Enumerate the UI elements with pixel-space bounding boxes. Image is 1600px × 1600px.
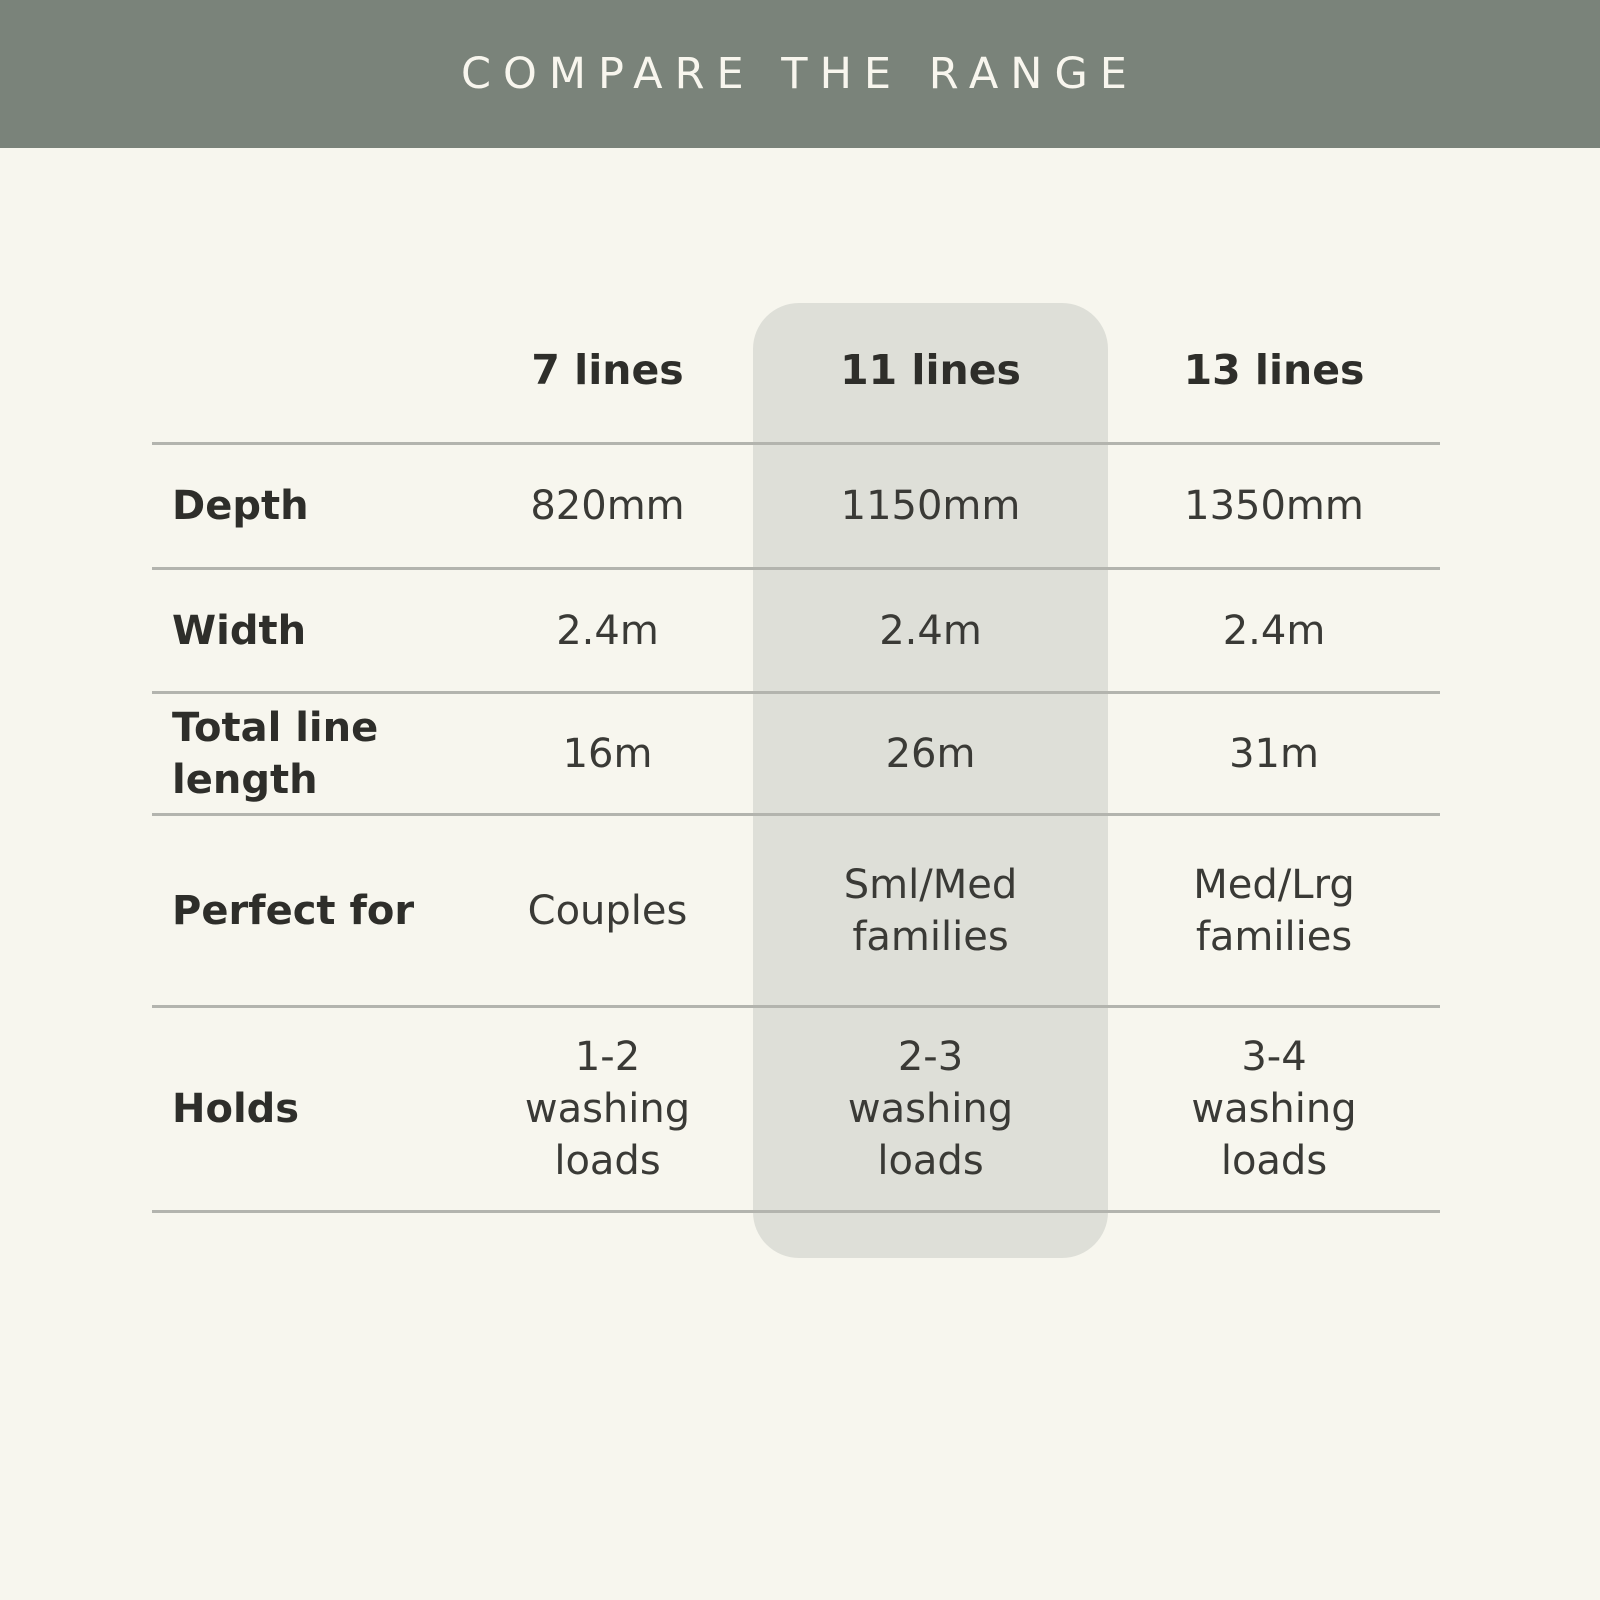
cell-holds-11-lines: 2-3 washing loads	[847, 1034, 1014, 1184]
table-row-depth: Depth 820mm 1150mm 1350mm	[152, 445, 1440, 570]
cell-perfect-for-11-lines: Sml/Med families	[843, 861, 1018, 960]
row-label-total-line-length: Total line length	[172, 704, 379, 803]
row-label-width: Width	[172, 607, 307, 654]
cell-width-11-lines: 2.4m	[879, 607, 982, 654]
cell-holds-13-lines: 3-4 washing loads	[1191, 1034, 1357, 1184]
cell-holds-7-lines: 1-2 washing loads	[524, 1034, 691, 1184]
row-label-holds: Holds	[172, 1086, 300, 1132]
corner-cell	[152, 300, 462, 442]
cell-depth-7-lines: 820mm	[530, 483, 685, 529]
row-label-depth: Depth	[172, 483, 309, 529]
cell-depth-11-lines: 1150mm	[840, 483, 1021, 529]
cell-perfect-for-13-lines: Med/Lrg families	[1193, 861, 1355, 960]
cell-total-line-length-11-lines: 26m	[885, 730, 976, 777]
column-header-11-lines: 11 lines	[840, 346, 1021, 395]
highlighted-column-background	[753, 303, 1108, 1258]
cell-total-line-length-13-lines: 31m	[1229, 730, 1319, 777]
table-header-row: 7 lines 11 lines 13 lines	[152, 300, 1440, 445]
banner-title: COMPARE THE RANGE	[461, 49, 1139, 99]
banner: COMPARE THE RANGE	[0, 0, 1600, 148]
comparison-table: 7 lines 11 lines 13 lines Depth 820mm 11…	[152, 300, 1440, 1258]
table-row-perfect-for: Perfect for Couples Sml/Med families Med…	[152, 816, 1440, 1008]
table-grid: 7 lines 11 lines 13 lines Depth 820mm 11…	[152, 300, 1440, 1213]
table-row-width: Width 2.4m 2.4m 2.4m	[152, 570, 1440, 694]
column-header-13-lines: 13 lines	[1183, 346, 1365, 395]
row-label-perfect-for: Perfect for	[172, 887, 415, 934]
table-row-holds: Holds 1-2 washing loads 2-3 washing load…	[152, 1008, 1440, 1213]
cell-width-7-lines: 2.4m	[556, 607, 659, 654]
cell-depth-13-lines: 1350mm	[1184, 483, 1364, 529]
column-header-7-lines: 7 lines	[531, 346, 684, 395]
table-row-total-line-length: Total line length 16m 26m 31m	[152, 694, 1440, 816]
cell-width-13-lines: 2.4m	[1222, 607, 1326, 654]
cell-total-line-length-7-lines: 16m	[562, 730, 653, 777]
cell-perfect-for-7-lines: Couples	[527, 887, 688, 934]
